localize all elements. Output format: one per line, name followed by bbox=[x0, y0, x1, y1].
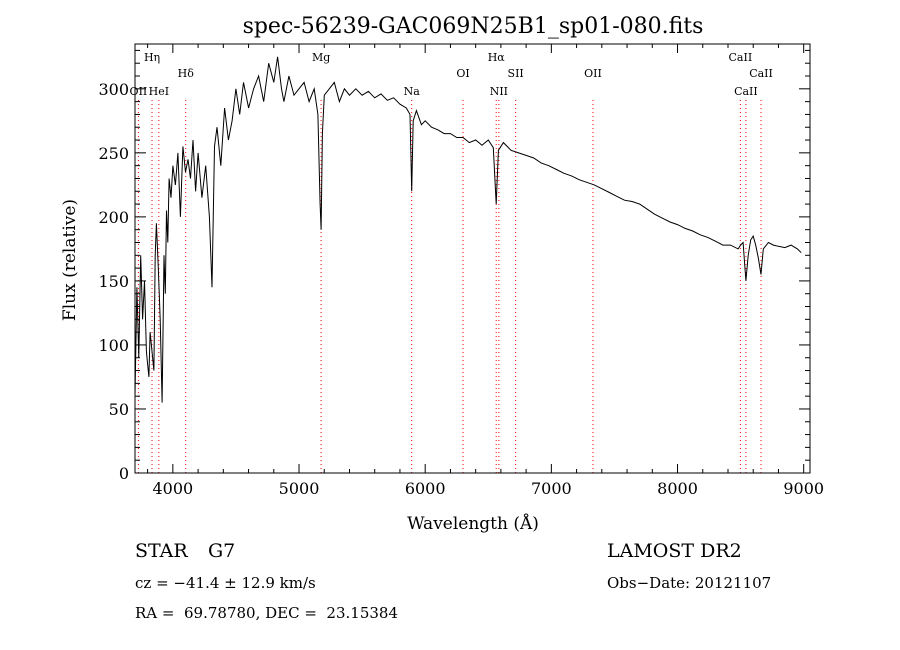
x-tick-label: 5000 bbox=[279, 479, 320, 498]
spectral-line-label: OI bbox=[456, 67, 469, 80]
spectral-line-label: Hη bbox=[144, 51, 160, 64]
y-tick-label: 0 bbox=[119, 464, 129, 483]
x-tick-label: 9000 bbox=[783, 479, 824, 498]
y-tick-label: 300 bbox=[98, 80, 129, 99]
spectral-line-label: CaII bbox=[749, 67, 773, 80]
redshift-velocity: cz = −41.4 ± 12.9 km/s bbox=[135, 574, 316, 592]
spectral-line-label: OII bbox=[130, 85, 148, 98]
spectral-line-label: Hδ bbox=[178, 67, 195, 80]
spectral-line-label: SII bbox=[508, 67, 524, 80]
y-tick-label: 150 bbox=[98, 272, 129, 291]
observation-date: Obs−Date: 20121107 bbox=[607, 574, 772, 592]
y-tick-label: 200 bbox=[98, 208, 129, 227]
plot-frame bbox=[134, 43, 811, 474]
spectral-line-label: Hα bbox=[488, 51, 506, 64]
y-tick-label: 250 bbox=[98, 144, 129, 163]
spectral-line-label: CaII bbox=[729, 51, 753, 64]
survey-name: LAMOST DR2 bbox=[607, 540, 742, 562]
x-tick-label: 8000 bbox=[657, 479, 698, 498]
spectral-line-label: Na bbox=[404, 85, 421, 98]
coordinates: RA = 69.78780, DEC = 23.15384 bbox=[135, 604, 399, 622]
x-tick-label: 7000 bbox=[531, 479, 572, 498]
spectral-line-label: CaII bbox=[734, 85, 758, 98]
x-axis-title: Wavelength (Å) bbox=[407, 513, 539, 534]
spectrum-line bbox=[134, 56, 802, 403]
spectral-subclass: G7 bbox=[208, 540, 236, 562]
spectral-line-label: HeI bbox=[149, 85, 169, 98]
x-tick-label: 6000 bbox=[405, 479, 446, 498]
x-tick-label: 4000 bbox=[152, 479, 193, 498]
y-tick-label: 100 bbox=[98, 336, 129, 355]
spectral-line-label: OII bbox=[584, 67, 602, 80]
y-axis-title: Flux (relative) bbox=[60, 199, 80, 321]
spectral-line-label: NII bbox=[490, 85, 508, 98]
y-tick-label: 50 bbox=[109, 400, 129, 419]
object-class: STAR bbox=[135, 540, 188, 562]
spectral-line-label: Mg bbox=[312, 51, 330, 64]
chart-title: spec-56239-GAC069N25B1_sp01-080.fits bbox=[243, 14, 704, 39]
